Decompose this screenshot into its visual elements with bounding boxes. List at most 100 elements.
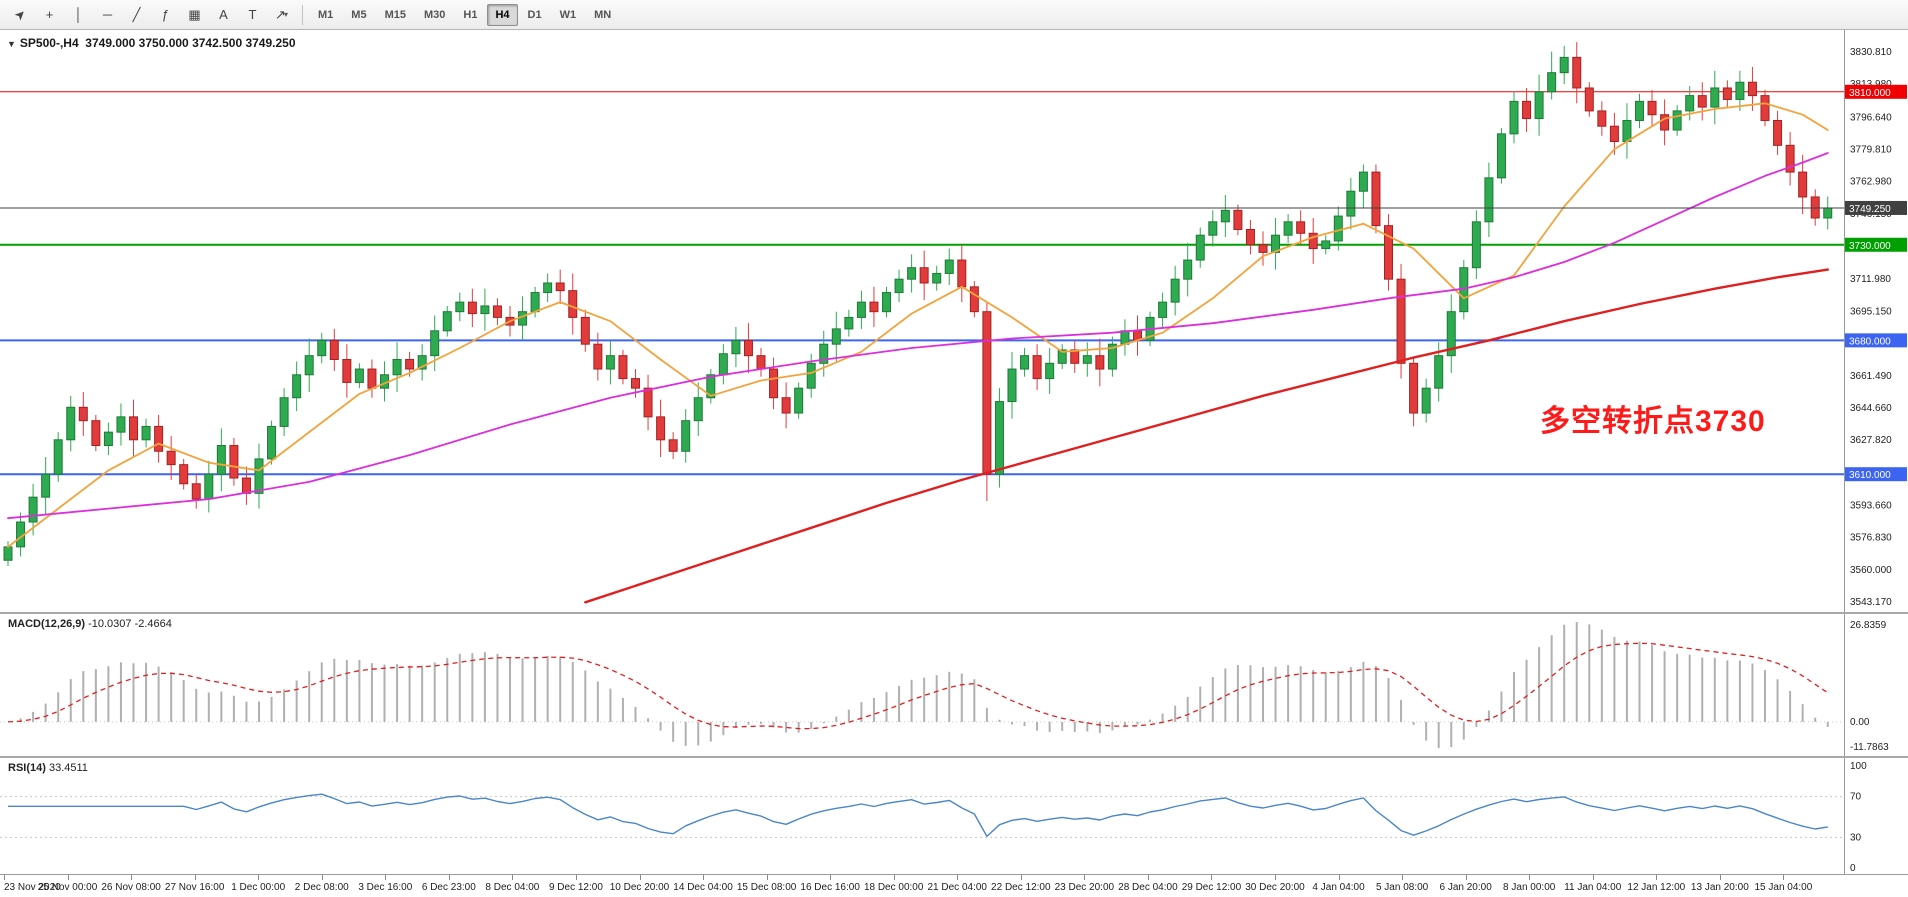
price-tick-label: 3576.830: [1850, 533, 1892, 544]
time-tick: [766, 875, 768, 880]
time-tick: [1465, 875, 1467, 880]
time-axis[interactable]: 23 Nov 2020 25 Nov 00:00 26 Nov 08:00 27 No…: [0, 874, 1908, 897]
time-tick: [1783, 875, 1785, 880]
trendline-icon: ╱: [132, 6, 141, 22]
time-tick: [1656, 875, 1658, 880]
price-tick-label: 3762.980: [1850, 177, 1892, 188]
time-axis-label: 27 Nov 16:00: [164, 882, 225, 893]
tf-button-h4[interactable]: H4: [487, 3, 518, 26]
tf-button-w1[interactable]: W1: [559, 8, 577, 21]
price-tag: 3730.000: [1849, 241, 1891, 252]
time-tick: [1529, 875, 1531, 880]
time-axis-label: 4 Jan 04:00: [1312, 882, 1365, 893]
time-tick: [258, 875, 260, 880]
text-tool[interactable]: A: [210, 3, 237, 27]
time-axis-label: 23 Dec 20:00: [1054, 882, 1115, 893]
arrows-tool[interactable]: ↗ ▾: [268, 3, 295, 27]
chevron-down-icon: ▾: [283, 10, 288, 19]
ma-slow-line: [584, 268, 1830, 604]
time-axis-label: 30 Dec 20:00: [1245, 882, 1305, 893]
time-tick: [957, 875, 959, 880]
trendline-tool[interactable]: ╱: [123, 3, 150, 27]
shapes-icon: ▦: [188, 6, 201, 22]
rsi-axis-label: 100: [1850, 761, 1867, 772]
shapes-tool[interactable]: ▦: [181, 3, 208, 27]
label-tool[interactable]: T: [239, 3, 266, 27]
panel-divider[interactable]: [0, 756, 1908, 758]
price-tick-label: 3644.660: [1850, 403, 1892, 414]
price-tick-label: 3796.640: [1850, 112, 1892, 123]
price-chart-canvas[interactable]: 3830.810 3813.980 3796.640 3779.810 3762.980…: [0, 30, 1908, 612]
time-axis-label: 11 Jan 04:00: [1564, 882, 1622, 893]
macd-axis-label: -11.7863: [1850, 742, 1889, 753]
time-axis-label: 25 Nov 00:00: [37, 882, 98, 893]
crosshair-tool[interactable]: +: [36, 3, 63, 27]
time-axis-label: 8 Jan 00:00: [1503, 882, 1556, 893]
macd-axis-label: 0.00: [1850, 717, 1870, 728]
time-tick: [1338, 875, 1340, 880]
price-tag: 3810.000: [1849, 88, 1891, 99]
time-axis-label: 15 Dec 08:00: [736, 882, 797, 893]
time-tick: [1147, 875, 1149, 880]
time-tick: [67, 875, 69, 880]
price-tick-label: 3661.490: [1850, 371, 1892, 382]
time-tick: [512, 875, 514, 880]
time-tick: [321, 875, 323, 880]
time-tick: [385, 875, 387, 880]
price-tag: 3680.000: [1849, 336, 1891, 347]
crosshair-icon: +: [45, 7, 54, 22]
pointer-tool[interactable]: ➤: [7, 3, 34, 27]
time-axis-label: 5 Jan 08:00: [1375, 882, 1429, 893]
time-axis-label: 22 Dec 12:00: [991, 882, 1051, 893]
time-axis-label: 13 Jan 20:00: [1690, 882, 1749, 893]
time-tick: [703, 875, 705, 880]
tf-button-m5[interactable]: M5: [351, 8, 367, 21]
time-tick: [4, 875, 5, 880]
price-tick-label: 3593.660: [1850, 500, 1892, 511]
rsi-axis-label: 30: [1850, 832, 1862, 843]
time-axis-label: 2 Dec 08:00: [294, 882, 349, 893]
time-tick: [194, 875, 196, 880]
label-icon: T: [248, 7, 257, 22]
tf-button-mn[interactable]: MN: [594, 8, 612, 21]
rsi-axis-label: 0: [1850, 863, 1856, 874]
fibonacci-tool[interactable]: ƒ: [152, 3, 179, 27]
time-axis-label: 6 Dec 23:00: [421, 882, 476, 893]
rsi-panel-canvas[interactable]: 100 70 30 0: [0, 758, 1908, 874]
time-axis-label: 9 Dec 12:00: [548, 882, 603, 893]
tf-button-m30[interactable]: M30: [423, 8, 446, 21]
fibonacci-icon: ƒ: [161, 7, 170, 22]
ma-fast-line: [7, 102, 1829, 548]
time-axis-label: 8 Dec 04:00: [485, 882, 540, 893]
vertical-line-tool[interactable]: │: [65, 3, 92, 27]
pointer-icon: ➤: [10, 4, 30, 24]
time-tick: [1020, 875, 1022, 880]
time-axis-label: 3 Dec 16:00: [358, 882, 413, 893]
price-tick-label: 3695.150: [1850, 306, 1892, 317]
price-tick-label: 3813.980: [1850, 79, 1892, 90]
time-axis-label: 14 Dec 04:00: [673, 882, 733, 893]
price-axis[interactable]: [1844, 30, 1908, 612]
tf-button-d1[interactable]: D1: [527, 8, 542, 21]
time-axis-label: 18 Dec 00:00: [863, 882, 924, 893]
time-tick: [1402, 875, 1404, 880]
time-axis-label: 21 Dec 04:00: [927, 882, 988, 893]
time-axis-label: 1 Dec 00:00: [231, 882, 286, 893]
macd-panel-canvas[interactable]: 26.8359 0.00 -11.7863: [0, 614, 1908, 756]
horizontal-line-tool[interactable]: ─: [94, 3, 121, 27]
timeframe-group: M1 M5 M15 M30 H1 H4 D1 W1 MN: [309, 3, 620, 26]
price-tag: 3610.000: [1849, 470, 1891, 481]
toolbar-separator: [302, 4, 303, 25]
price-tick-label: 3627.820: [1850, 435, 1892, 446]
panel-divider[interactable]: [0, 612, 1908, 614]
macd-axis-label: 26.8359: [1850, 620, 1887, 631]
tf-button-m15[interactable]: M15: [384, 8, 406, 21]
horizontal-line-icon: ─: [102, 7, 113, 22]
tf-button-m1[interactable]: M1: [318, 8, 334, 21]
time-axis-label: 10 Dec 20:00: [609, 882, 670, 893]
chart-annotation-text[interactable]: 多空转折点3730: [1540, 405, 1766, 438]
tf-button-h1[interactable]: H1: [463, 8, 478, 21]
one-click-trading-toggle[interactable]: ▼: [7, 39, 16, 49]
toolbar: ➤ + │ ─ ╱ ƒ ▦ A T ↗ ▾ M1 M5 M15 M30 H1 H4 D1 W1 MN: [0, 0, 1908, 30]
